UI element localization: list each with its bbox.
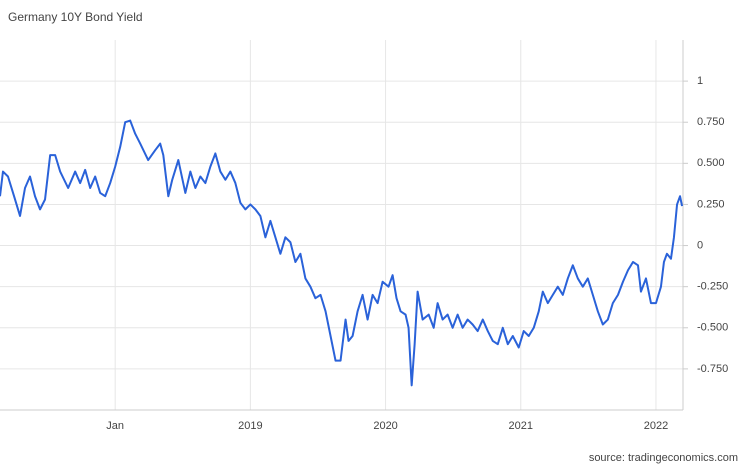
x-tick-label: 2019 — [238, 420, 262, 432]
y-tick-label: -0.750 — [697, 363, 728, 375]
x-tick-label: 2020 — [373, 420, 397, 432]
y-tick-label: -0.250 — [697, 281, 728, 293]
y-tick-label: 1 — [697, 75, 703, 87]
source-note: source: tradingeconomics.com — [589, 452, 738, 464]
y-tick-label: 0.750 — [697, 116, 725, 128]
x-tick-label: Jan — [106, 420, 124, 432]
chart-title: Germany 10Y Bond Yield — [8, 10, 143, 24]
y-tick-label: -0.500 — [697, 322, 728, 334]
x-tick-label: 2022 — [644, 420, 668, 432]
y-tick-label: 0.500 — [697, 157, 725, 169]
y-tick-label: 0 — [697, 239, 703, 251]
y-tick-label: 0.250 — [697, 198, 725, 210]
data-line — [0, 119, 684, 387]
x-tick-label: 2021 — [509, 420, 533, 432]
